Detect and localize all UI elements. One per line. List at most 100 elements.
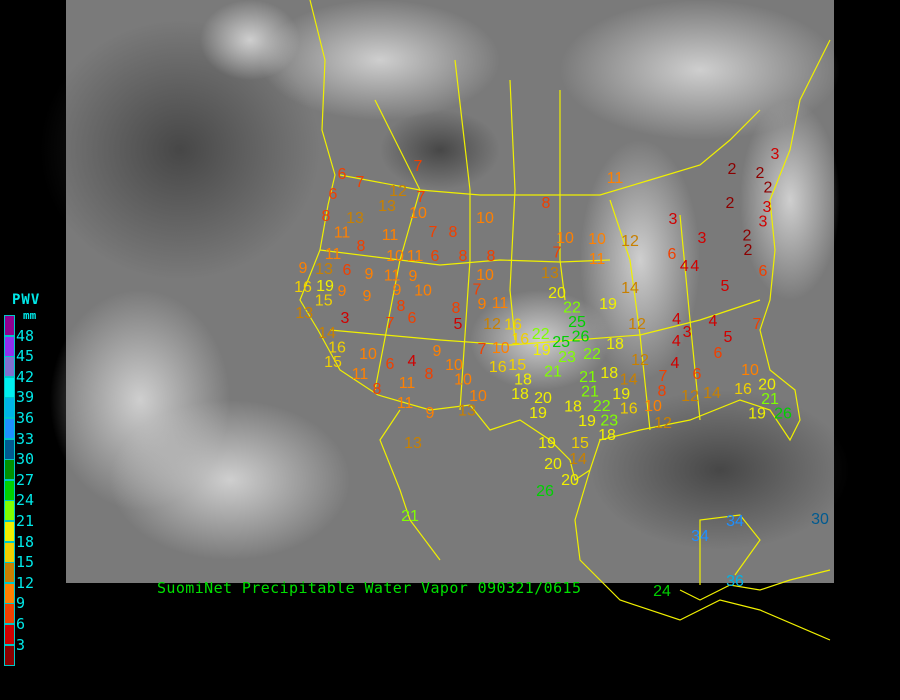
station-pwv-value: 2 [764,179,773,196]
station-pwv-value: 18 [606,336,624,353]
legend-label: 12 [16,573,35,592]
station-pwv-value: 16 [511,331,529,348]
legend-label: 15 [16,553,35,572]
station-pwv-value: 8 [425,366,434,383]
station-pwv-value: 11 [492,295,509,312]
station-pwv-value: 9 [426,405,435,422]
station-pwv-value: 11 [352,366,369,383]
station-pwv-value: 6 [693,366,702,383]
station-pwv-value: 24 [653,583,671,600]
station-pwv-value: 15 [315,292,333,309]
legend-swatch [4,315,15,336]
station-pwv-value: 12 [628,316,646,333]
station-pwv-value: 20 [534,390,552,407]
legend-label: 24 [16,491,35,510]
station-pwv-value: 8 [487,248,496,265]
station-pwv-value: 19 [599,296,617,313]
station-pwv-value: 8 [542,195,551,212]
station-pwv-value: 22 [563,299,581,316]
station-pwv-value: 21 [761,391,779,408]
station-pwv-value: 5 [721,278,730,295]
station-pwv-value: 26 [536,483,554,500]
station-pwv-value: 34 [691,528,709,545]
map-caption: SuomiNet Precipitable Water Vapor 090321… [157,579,582,597]
legend-label: 18 [16,532,35,551]
station-pwv-value: 8 [397,298,406,315]
station-pwv-value: 2 [743,227,752,244]
station-pwv-value: 10 [469,388,487,405]
station-pwv-value: 3 [683,324,692,341]
station-pwv-value: 12 [483,316,501,333]
station-pwv-value: 19 [748,406,766,423]
legend-label: 48 [16,326,35,345]
station-pwv-value: 3 [763,199,772,216]
station-pwv-value: 21 [579,369,597,386]
station-pwv-value: 16 [489,359,507,376]
station-pwv-value: 4 [690,258,699,275]
station-pwv-value: 21 [401,508,419,525]
legend-label: 45 [16,347,35,366]
station-pwv-value: 6 [338,166,347,183]
station-pwv-value: 4 [672,311,681,328]
station-pwv-value: 11 [325,246,342,263]
station-pwv-value: 4 [671,355,680,372]
station-pwv-value: 11 [399,375,416,392]
station-pwv-value: 6 [386,356,395,373]
station-pwv-value: 30 [811,511,829,528]
station-pwv-value: 4 [672,333,681,350]
station-pwv-value: 10 [445,357,463,374]
station-pwv-value: 16 [734,381,752,398]
station-pwv-value: 23 [558,349,576,366]
legend-label: 3 [16,635,26,654]
legend-swatch [4,644,15,666]
station-pwv-value: 12 [631,352,649,369]
station-pwv-value: 26 [572,328,590,345]
station-pwv-value: 18 [600,365,618,382]
station-pwv-value: 12 [654,415,672,432]
station-pwv-value: 11 [334,224,351,241]
legend-label: 30 [16,450,35,469]
station-pwv-value: 20 [561,472,579,489]
station-pwv-value: 4 [709,313,718,330]
station-pwv-value: 14 [620,372,638,389]
station-pwv-value: 19 [538,435,556,452]
legend-swatch [4,521,15,542]
station-pwv-value: 3 [669,211,678,228]
station-pwv-value: 10 [588,231,606,248]
station-pwv-value: 12 [389,183,407,200]
station-pwv-value: 19 [529,405,547,422]
legend-label: 27 [16,470,35,489]
station-pwv-value: 10 [476,267,494,284]
station-pwv-value: 9 [478,296,487,313]
station-pwv-value: 10 [359,346,377,363]
station-pwv-value: 16 [504,316,522,333]
station-pwv-value: 11 [407,248,424,265]
legend-swatch [4,562,15,584]
station-pwv-value: 12 [681,388,699,405]
station-pwv-value: 11 [382,227,399,244]
legend-swatch [4,479,15,501]
legend-title: PWV [12,292,41,308]
station-pwv-value: 26 [774,406,792,423]
station-pwv-value: 15 [508,357,526,374]
station-pwv-value: 10 [492,340,510,357]
station-pwv-value: 6 [431,248,440,265]
station-pwv-value: 9 [365,266,374,283]
station-pwv-value: 3 [771,146,780,163]
station-pwv-value: 2 [744,242,753,259]
station-pwv-value: 11 [397,395,414,412]
station-pwv-value: 16 [294,279,312,296]
legend-swatch [4,500,15,522]
station-pwv-value: 18 [598,427,616,444]
station-pwv-value: 7 [429,224,438,241]
station-pwv-value: 25 [552,334,570,351]
station-pwv-value: 16 [328,339,346,356]
station-pwv-value: 3 [698,230,707,247]
legend-swatch [4,376,15,398]
station-pwv-value: 7 [386,315,395,332]
station-pwv-value: 9 [338,283,347,300]
station-pwv-value: 8 [449,224,458,241]
station-pwv-value: 12 [621,233,639,250]
station-pwv-value: 6 [329,186,338,203]
station-pwv-value: 3 [759,213,768,230]
